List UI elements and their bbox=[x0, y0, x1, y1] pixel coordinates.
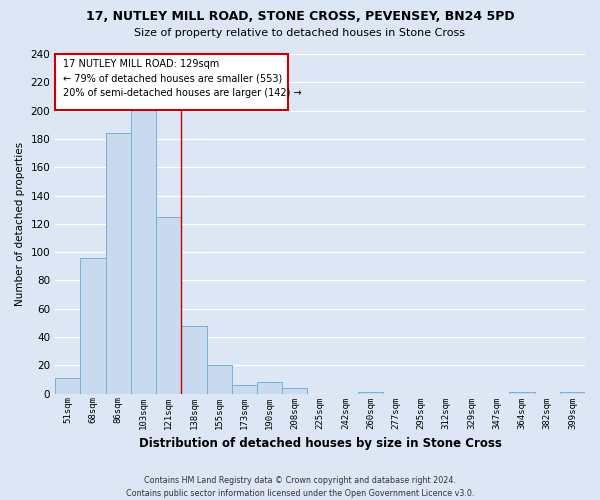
Text: 17 NUTLEY MILL ROAD: 129sqm
← 79% of detached houses are smaller (553)
20% of se: 17 NUTLEY MILL ROAD: 129sqm ← 79% of det… bbox=[63, 59, 302, 98]
Bar bbox=[232, 385, 257, 394]
Bar bbox=[80, 258, 106, 394]
Y-axis label: Number of detached properties: Number of detached properties bbox=[15, 142, 25, 306]
Bar bbox=[257, 382, 282, 394]
FancyBboxPatch shape bbox=[55, 54, 288, 110]
Text: Contains HM Land Registry data © Crown copyright and database right 2024.
Contai: Contains HM Land Registry data © Crown c… bbox=[126, 476, 474, 498]
Text: 17, NUTLEY MILL ROAD, STONE CROSS, PEVENSEY, BN24 5PD: 17, NUTLEY MILL ROAD, STONE CROSS, PEVEN… bbox=[86, 10, 514, 23]
Bar bbox=[106, 133, 131, 394]
Bar bbox=[282, 388, 307, 394]
Bar bbox=[181, 326, 206, 394]
Bar bbox=[206, 366, 232, 394]
Bar bbox=[131, 109, 156, 394]
Text: Size of property relative to detached houses in Stone Cross: Size of property relative to detached ho… bbox=[134, 28, 466, 38]
Bar bbox=[55, 378, 80, 394]
Bar bbox=[509, 392, 535, 394]
Bar bbox=[560, 392, 585, 394]
X-axis label: Distribution of detached houses by size in Stone Cross: Distribution of detached houses by size … bbox=[139, 437, 502, 450]
Bar bbox=[156, 216, 181, 394]
Bar bbox=[358, 392, 383, 394]
